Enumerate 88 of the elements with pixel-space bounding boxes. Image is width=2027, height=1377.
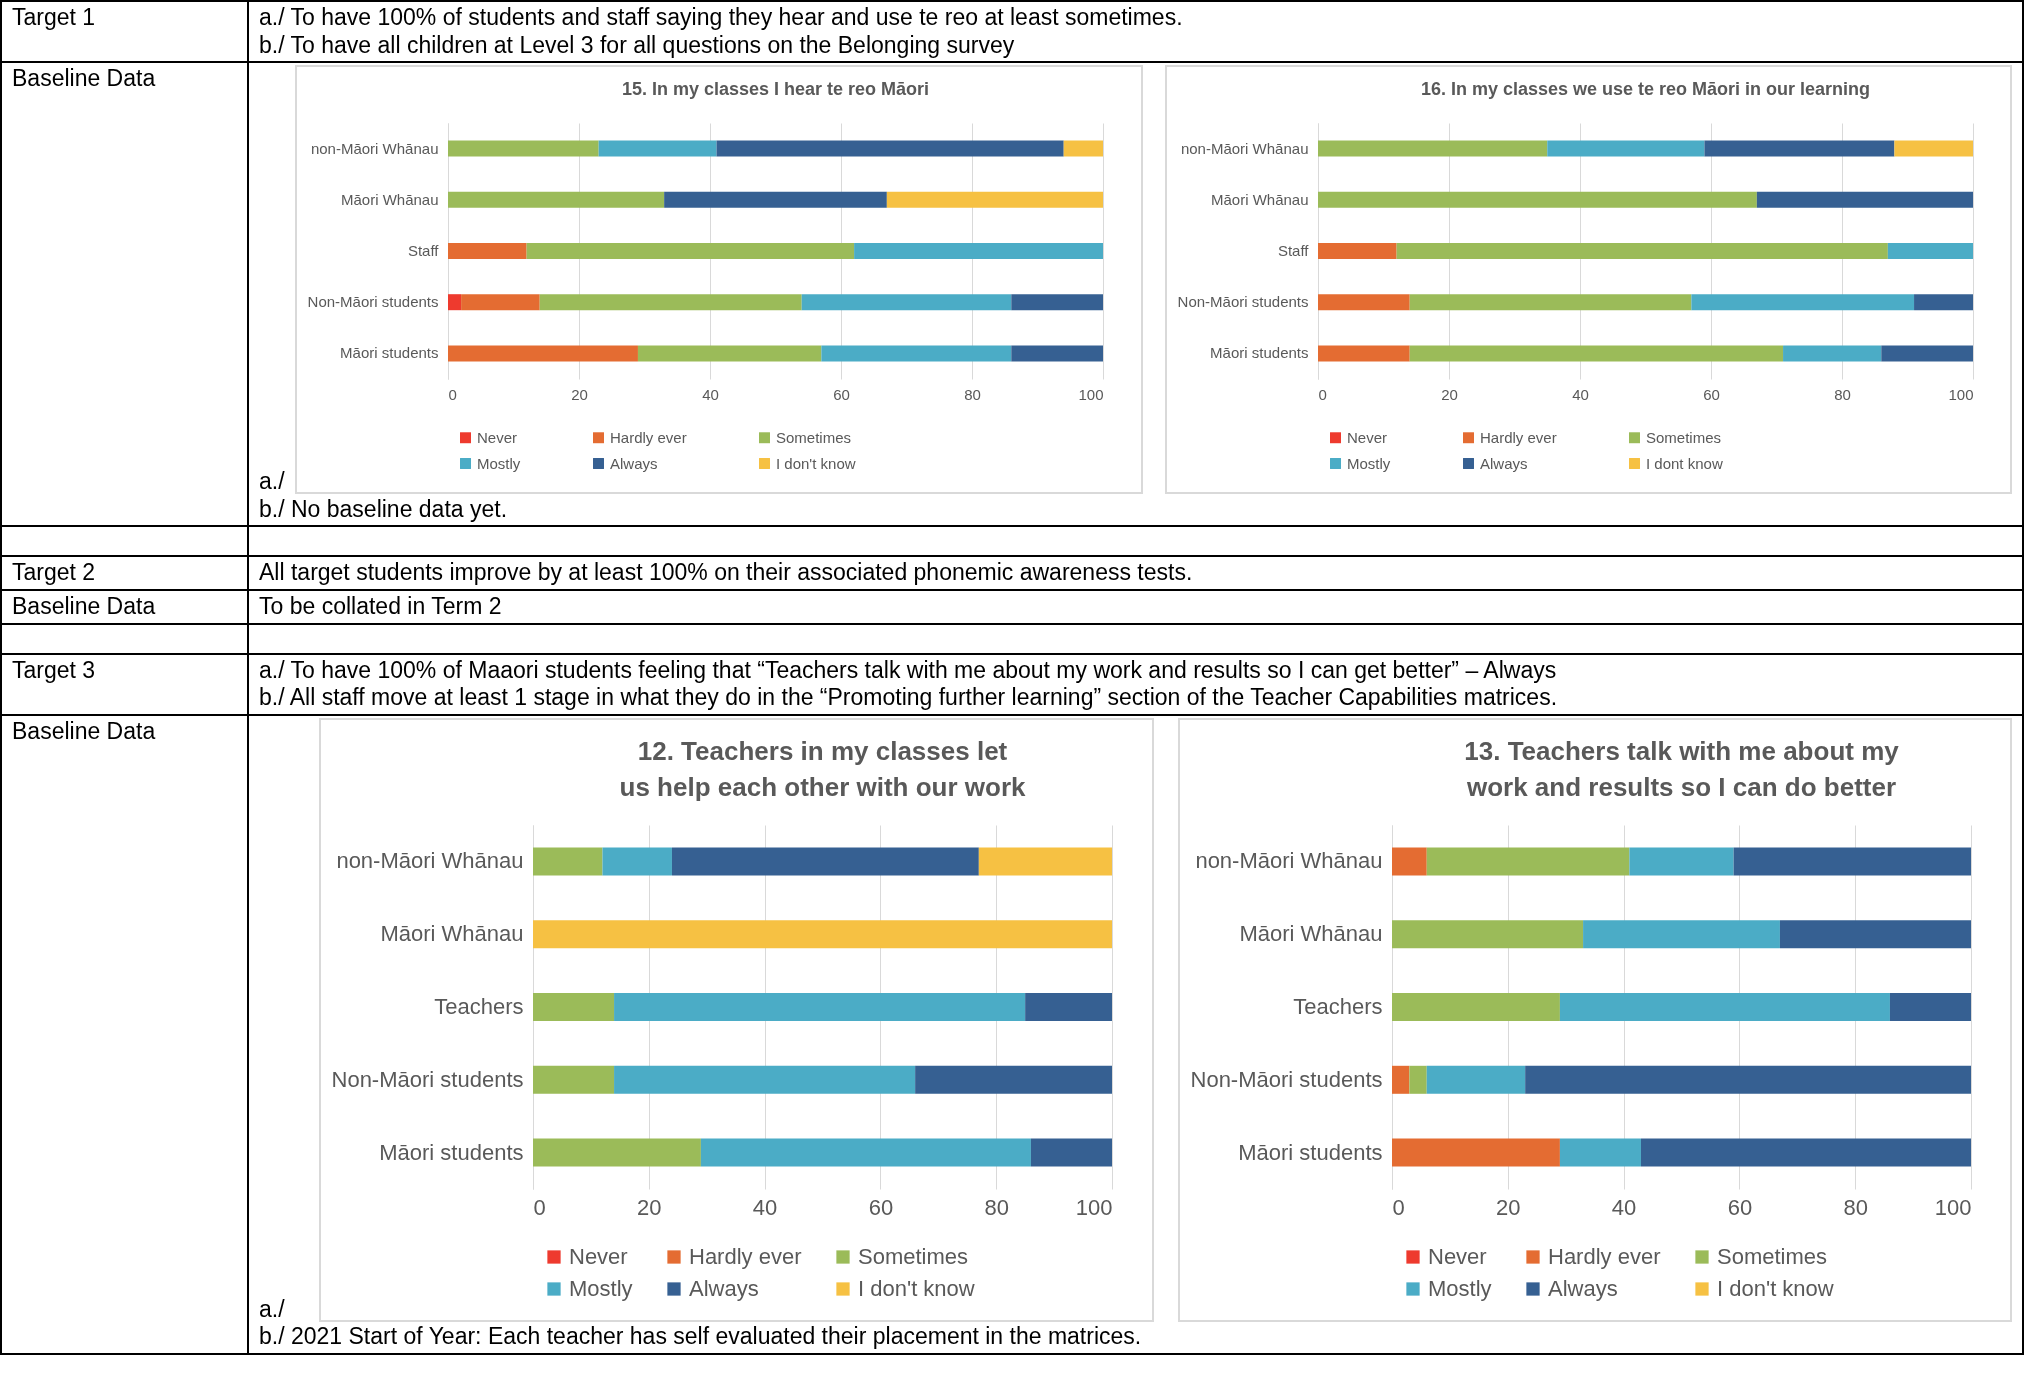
y-tick-label: Non-Māori students	[1190, 1066, 1382, 1092]
text: All target students improve by at least 100% on their associated phonemic awareness tests.	[259, 559, 1194, 587]
legend-label: Hardly ever	[1479, 428, 1557, 446]
x-tick-label: 0	[533, 1194, 546, 1220]
y-tick-label: Māori students	[1237, 1139, 1382, 1165]
y-tick-label: non-Māori Whānau	[1194, 848, 1382, 874]
text: Target 2	[12, 559, 97, 587]
text: Baseline Data	[12, 65, 157, 93]
chart-title: 12. Teachers in my classes let us help each other with our work	[619, 735, 1027, 802]
x-tick-label: 100	[1078, 385, 1104, 403]
legend-label: Hardly ever	[1547, 1243, 1660, 1269]
x-tick-label: 60	[1702, 385, 1720, 403]
legend-label: Sometimes	[776, 428, 852, 446]
legend-label: Mostly	[1346, 454, 1391, 472]
y-tick-label: Māori Whānau	[1238, 920, 1382, 946]
x-tick-label: 60	[868, 1194, 894, 1220]
legend-label: I don't know	[776, 454, 856, 472]
legend-label: Sometimes	[1716, 1243, 1827, 1269]
legend-label: Always	[1479, 454, 1528, 472]
x-tick-label: 40	[702, 385, 719, 403]
text: b./ All staff move at least 1 stage in what they do in the “Promoting further learning” section of the Teacher Capabilities matrices.	[259, 684, 1559, 712]
legend-label: I don't know	[1716, 1275, 1834, 1301]
legend-label: Hardly ever	[689, 1243, 802, 1269]
y-tick-label: Māori Whānau	[380, 920, 524, 946]
x-tick-label: 100	[1934, 1194, 1971, 1220]
text: a./	[259, 1295, 285, 1322]
y-tick-label: Māori students	[379, 1139, 524, 1165]
x-tick-label: 0	[1318, 385, 1327, 403]
legend-label: Always	[1547, 1275, 1618, 1301]
chart-title: 16. In my classes we use te reo Māori in our learning	[1420, 79, 1870, 100]
text: Baseline Data	[12, 592, 157, 621]
x-tick-label: 100	[1075, 1194, 1113, 1220]
text: Target 1	[12, 4, 97, 32]
x-tick-label: 0	[1392, 1194, 1405, 1220]
text: To be collated in Term 2	[259, 592, 503, 621]
legend-label: I dont know	[1645, 454, 1723, 472]
legend-label: Mostly	[569, 1275, 633, 1301]
y-tick-label: non-Māori Whānau	[310, 139, 439, 157]
x-tick-label: 60	[1727, 1194, 1752, 1220]
legend-label: Always	[610, 454, 658, 472]
y-tick-label: Staff	[407, 242, 440, 260]
text: b./ No baseline data yet.	[259, 495, 509, 524]
y-tick-label: Māori students	[340, 344, 439, 362]
x-tick-label: 0	[448, 385, 457, 403]
y-tick-label: non-Māori Whānau	[1180, 139, 1308, 157]
legend-label: Hardly ever	[610, 428, 687, 446]
y-tick-label: Non-Māori students	[331, 1066, 524, 1092]
y-tick-label: Non-Māori students	[307, 293, 439, 311]
x-tick-label: 80	[1842, 1194, 1868, 1220]
x-tick-label: 20	[1440, 385, 1458, 403]
x-tick-label: 60	[833, 385, 850, 403]
legend-label: Mostly	[477, 454, 521, 472]
text: a./ To have 100% of Maaori students feeling that “Teachers talk with me about my work and results so I can get better” – Always	[259, 656, 1558, 685]
y-tick-label: Staff	[1277, 242, 1309, 260]
y-tick-label: Teachers	[434, 993, 524, 1019]
legend-label: Never	[1346, 428, 1387, 446]
text: b./ 2021 Start of Year: Each teacher has self evaluated their placement in the matrices.	[259, 1323, 1143, 1351]
legend-label: Always	[689, 1275, 759, 1301]
x-tick-label: 20	[1495, 1194, 1521, 1220]
x-tick-label: 40	[752, 1194, 778, 1220]
chart-title: 13. Teachers talk with me about my work and results so I can do better	[1463, 735, 1899, 802]
legend-label: Sometimes	[858, 1243, 969, 1269]
y-tick-label: Teachers	[1292, 993, 1382, 1019]
legend-label: Never	[1427, 1243, 1487, 1269]
x-tick-label: 80	[964, 385, 981, 403]
x-tick-label: 40	[1611, 1194, 1636, 1220]
legend-label: Sometimes	[1645, 428, 1721, 446]
text: a./ To have 100% of students and staff saying they hear and use te reo at least sometimes.	[259, 4, 1184, 32]
legend-label: Never	[569, 1243, 628, 1269]
x-tick-label: 20	[637, 1194, 662, 1220]
chart-title: 15. In my classes I hear te reo Māori	[621, 79, 930, 100]
y-tick-label: Māori students	[1209, 344, 1308, 362]
text: Target 3	[12, 656, 97, 685]
x-tick-label: 100	[1947, 385, 1973, 403]
y-tick-label: Non-Māori students	[1177, 293, 1308, 311]
y-tick-label: non-Māori Whānau	[336, 848, 524, 874]
text: a./	[259, 468, 285, 495]
y-tick-label: Māori Whānau	[340, 190, 439, 208]
text: Baseline Data	[12, 717, 157, 746]
legend-label: I don't know	[858, 1275, 975, 1301]
legend-label: Never	[477, 428, 518, 446]
x-tick-label: 40	[1571, 385, 1589, 403]
y-tick-label: Māori Whānau	[1210, 190, 1308, 208]
x-tick-label: 80	[1833, 385, 1851, 403]
x-tick-label: 20	[571, 385, 588, 403]
x-tick-label: 80	[984, 1194, 1009, 1220]
text: b./ To have all children at Level 3 for all questions on the Belonging survey	[259, 31, 1016, 60]
legend-label: Mostly	[1427, 1275, 1492, 1301]
